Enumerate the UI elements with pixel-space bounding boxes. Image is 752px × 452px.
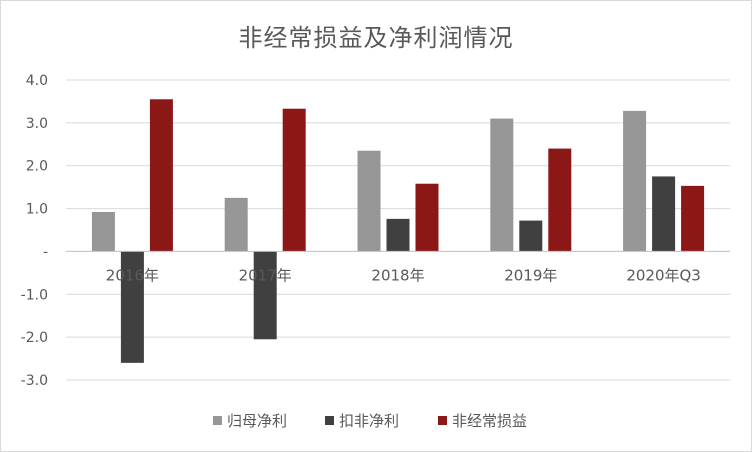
chart-title: 非经常损益及净利润情况 [238, 24, 514, 52]
legend-label: 非经常损益 [452, 412, 527, 430]
y-tick-label: -2.0 [21, 330, 48, 346]
legend: 归母净利 扣非净利 非经常损益 [213, 412, 527, 430]
x-category-label: 2017年 [239, 266, 292, 284]
x-axis-categories: 2016年 2017年 2018年 2019年 2020年Q3 [106, 266, 701, 284]
bar-归母净利-2020年Q3 [623, 110, 647, 252]
y-tick-label: - [43, 244, 48, 260]
x-category-label: 2019年 [504, 266, 557, 284]
bar-扣非净利-2020年Q3 [652, 176, 676, 252]
bar-非经常损益-2020年Q3 [681, 185, 705, 252]
x-category-label: 2020年Q3 [626, 266, 701, 284]
legend-label: 归母净利 [227, 412, 287, 430]
bar-非经常损益-2017年 [282, 108, 306, 252]
y-tick-label: 4.0 [26, 73, 48, 89]
y-tick-label: 3.0 [26, 116, 48, 132]
bar-非经常损益-2016年 [149, 99, 173, 252]
y-tick-label: -3.0 [21, 373, 48, 389]
y-tick-label: 2.0 [26, 159, 48, 175]
legend-swatch [213, 416, 222, 425]
legend-label: 扣非净利 [339, 412, 399, 430]
bar-非经常损益-2018年 [415, 183, 439, 252]
x-category-label: 2018年 [371, 266, 424, 284]
gridlines [66, 79, 730, 381]
bar-归母净利-2018年 [357, 150, 381, 252]
bar-扣非净利-2016年 [120, 251, 144, 363]
y-tick-label: -1.0 [21, 287, 48, 303]
bar-扣非净利-2017年 [253, 251, 277, 340]
bar-扣非净利-2018年 [386, 218, 410, 252]
bar-归母净利-2019年 [490, 118, 514, 252]
legend-swatch [438, 416, 447, 425]
y-axis-ticks: 4.0 3.0 2.0 1.0 - -1.0 -2.0 -3.0 [21, 73, 48, 389]
bar-非经常损益-2019年 [548, 148, 572, 252]
bars [91, 99, 705, 363]
x-category-label: 2016年 [106, 266, 159, 284]
y-tick-label: 1.0 [26, 202, 48, 218]
legend-swatch [325, 416, 334, 425]
bar-扣非净利-2019年 [519, 220, 543, 252]
bar-归母净利-2017年 [224, 197, 248, 252]
bar-归母净利-2016年 [91, 212, 115, 252]
